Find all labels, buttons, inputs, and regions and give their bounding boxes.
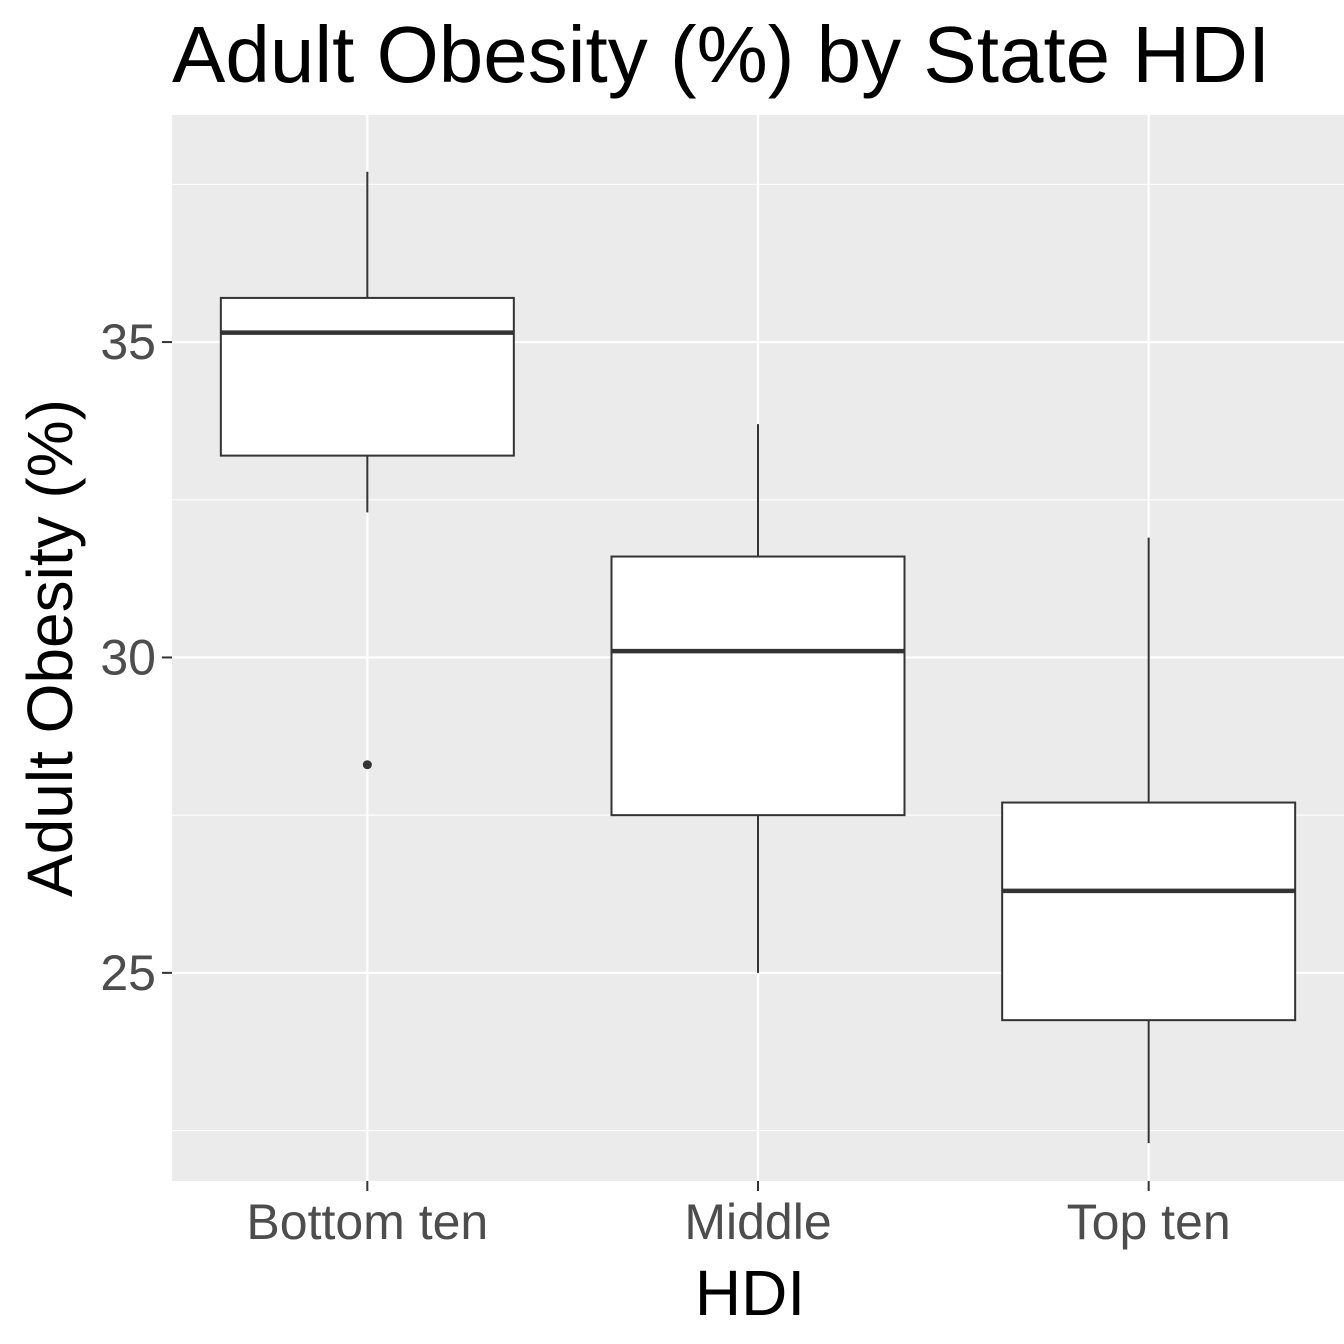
iqr-box — [219, 296, 515, 457]
axes-layer: 25 30 35 Bottom ten Middle Top ten — [100, 314, 1230, 1250]
x-tick-label: Top ten — [1067, 1194, 1231, 1250]
y-axis-title: Adult Obesity (%) — [14, 399, 86, 897]
x-tick-label: Middle — [684, 1194, 831, 1250]
box-top-ten — [1001, 537, 1297, 1144]
box-middle — [610, 424, 906, 973]
y-tick-label: 30 — [100, 629, 156, 685]
chart-title: Adult Obesity (%) by State HDI — [172, 10, 1270, 99]
iqr-box — [610, 555, 906, 817]
x-axis-title: HDI — [695, 1257, 805, 1329]
box-bottom-ten — [219, 171, 515, 770]
y-tick-label: 25 — [100, 945, 156, 1001]
iqr-box — [1001, 801, 1297, 1022]
boxes-layer — [219, 171, 1297, 1144]
x-tick-label: Bottom ten — [246, 1194, 488, 1250]
outlier-point — [362, 760, 372, 770]
y-tick-label: 35 — [100, 314, 156, 370]
